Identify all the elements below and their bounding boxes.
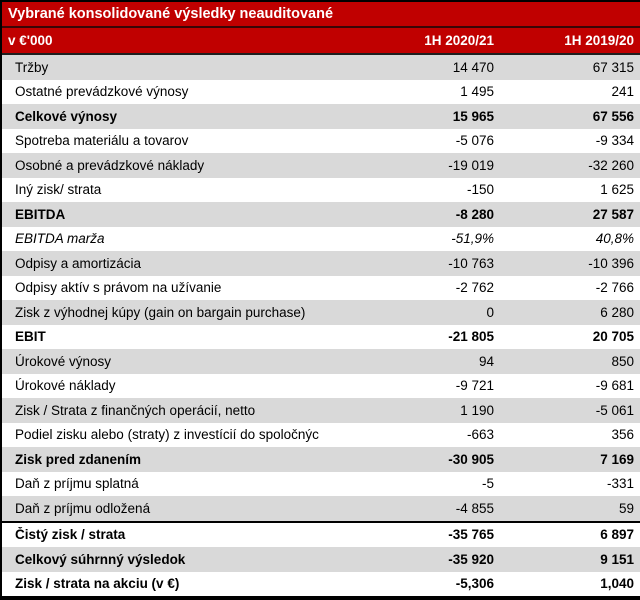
row-value-1h-2019-20: -5 061 — [595, 402, 634, 418]
row-label: Podiel zisku alebo (straty) z investícií… — [15, 427, 319, 443]
table-title-bar: Vybrané konsolidované výsledky neauditov… — [2, 2, 640, 28]
row-label: Iný zisk/ strata — [15, 182, 102, 198]
table-row: Celkový súhrnný výsledok -35 920 9 151 — [2, 547, 640, 572]
row-label: Zisk / strata na akciu (v €) — [15, 576, 180, 592]
unit-header-label: v €'000 — [8, 33, 53, 48]
row-label: Daň z príjmu splatná — [15, 476, 139, 492]
table-row: Zisk z výhodnej kúpy (gain on bargain pu… — [2, 300, 640, 325]
table-row: Odpisy aktív s právom na užívanie -2 762… — [2, 275, 640, 300]
row-value-1h-2020-21: 1 190 — [460, 402, 494, 418]
row-label: EBITDA — [15, 206, 66, 222]
row-value-1h-2019-20: 27 587 — [592, 206, 634, 222]
column-header-1h-2020-21: 1H 2020/21 — [424, 33, 494, 48]
row-value-1h-2019-20: 67 556 — [592, 108, 634, 124]
row-value-1h-2020-21: 94 — [478, 353, 494, 369]
row-value-1h-2019-20: 40,8% — [595, 231, 634, 247]
row-value-1h-2019-20: -10 396 — [588, 255, 634, 271]
row-value-1h-2020-21: 14 470 — [452, 59, 494, 75]
table-row: Čistý zisk / strata -35 765 6 897 — [2, 520, 640, 547]
row-value-1h-2020-21: -35 765 — [448, 527, 494, 543]
row-value-1h-2019-20: 67 315 — [592, 59, 634, 75]
row-label: EBIT — [15, 329, 46, 345]
row-value-1h-2020-21: -30 905 — [448, 451, 494, 467]
table-row: Daň z príjmu odložená -4 855 59 — [2, 496, 640, 521]
row-value-1h-2020-21: -51,9% — [451, 231, 494, 247]
row-value-1h-2019-20: 850 — [611, 353, 634, 369]
table-row: Celkové výnosy 15 965 67 556 — [2, 104, 640, 129]
table-row: Spotreba materiálu a tovarov -5 076 -9 3… — [2, 128, 640, 153]
row-label: Úrokové náklady — [15, 378, 116, 394]
row-value-1h-2020-21: -4 855 — [455, 500, 494, 516]
row-value-1h-2019-20: 1 625 — [600, 182, 634, 198]
row-label: Celkový súhrnný výsledok — [15, 551, 186, 567]
row-label: Spotreba materiálu a tovarov — [15, 133, 189, 149]
table-row: Osobné a prevádzkové náklady -19 019 -32… — [2, 153, 640, 178]
row-value-1h-2020-21: -663 — [466, 427, 494, 443]
table-row: Daň z príjmu splatná -5 -331 — [2, 471, 640, 496]
row-value-1h-2020-21: -9 721 — [455, 378, 494, 394]
column-header-1h-2019-20: 1H 2019/20 — [564, 33, 634, 48]
table-body: Tržby 14 470 67 315 Ostatné prevádzkové … — [2, 55, 640, 596]
row-label: Daň z príjmu odložená — [15, 500, 151, 516]
row-value-1h-2019-20: -2 766 — [595, 280, 634, 296]
row-value-1h-2020-21: -35 920 — [448, 551, 494, 567]
row-value-1h-2020-21: 15 965 — [452, 108, 494, 124]
row-value-1h-2020-21: 0 — [486, 304, 494, 320]
row-label: Zisk z výhodnej kúpy (gain on bargain pu… — [15, 304, 306, 320]
row-label: Čistý zisk / strata — [15, 527, 126, 543]
table-title: Vybrané konsolidované výsledky neauditov… — [8, 6, 334, 22]
table-column-header-row: v €'000 1H 2020/21 1H 2019/20 — [2, 28, 640, 55]
row-value-1h-2019-20: -9 334 — [595, 133, 634, 149]
row-label: Celkové výnosy — [15, 108, 118, 124]
row-value-1h-2019-20: 356 — [611, 427, 634, 443]
row-value-1h-2019-20: -331 — [606, 476, 634, 492]
row-value-1h-2020-21: -2 762 — [455, 280, 494, 296]
table-row: Zisk pred zdanením -30 905 7 169 — [2, 447, 640, 472]
row-value-1h-2020-21: -5 — [481, 476, 494, 492]
table-row: Zisk / strata na akciu (v €) -5,306 1,04… — [2, 571, 640, 596]
row-value-1h-2020-21: -19 019 — [448, 157, 494, 173]
table-row: Zisk / Strata z finančných operácií, net… — [2, 398, 640, 423]
table-row: Tržby 14 470 67 315 — [2, 55, 640, 80]
table-row: EBITDA -8 280 27 587 — [2, 202, 640, 227]
row-value-1h-2020-21: -10 763 — [448, 255, 494, 271]
table-row: Odpisy a amortizácia -10 763 -10 396 — [2, 251, 640, 276]
row-value-1h-2019-20: 1,040 — [600, 576, 634, 592]
row-label: Tržby — [15, 59, 49, 75]
row-value-1h-2020-21: -150 — [466, 182, 494, 198]
row-label: Odpisy aktív s právom na užívanie — [15, 280, 222, 296]
row-label: Odpisy a amortizácia — [15, 255, 142, 271]
row-value-1h-2019-20: 6 280 — [600, 304, 634, 320]
row-value-1h-2019-20: 241 — [611, 84, 634, 100]
table-row: Úrokové náklady -9 721 -9 681 — [2, 373, 640, 398]
row-value-1h-2019-20: 7 169 — [600, 451, 634, 467]
row-label: Ostatné prevádzkové výnosy — [15, 84, 189, 100]
row-label: Zisk pred zdanením — [15, 451, 142, 467]
row-value-1h-2020-21: -8 280 — [455, 206, 494, 222]
row-value-1h-2019-20: -32 260 — [588, 157, 634, 173]
table-row: Podiel zisku alebo (straty) z investícií… — [2, 422, 640, 447]
row-value-1h-2020-21: -21 805 — [448, 329, 494, 345]
row-value-1h-2019-20: 59 — [618, 500, 634, 516]
row-value-1h-2020-21: -5,306 — [455, 576, 494, 592]
row-value-1h-2019-20: 9 151 — [600, 551, 634, 567]
table-row: EBITDA marža -51,9% 40,8% — [2, 226, 640, 251]
row-label: EBITDA marža — [15, 231, 105, 247]
row-label: Úrokové výnosy — [15, 353, 112, 369]
row-label: Zisk / Strata z finančných operácií, net… — [15, 402, 256, 418]
row-value-1h-2019-20: 20 705 — [592, 329, 634, 345]
row-label: Osobné a prevádzkové náklady — [15, 157, 205, 173]
table-row: Ostatné prevádzkové výnosy 1 495 241 — [2, 79, 640, 104]
row-value-1h-2019-20: 6 897 — [600, 527, 634, 543]
table-row: Úrokové výnosy 94 850 — [2, 349, 640, 374]
row-value-1h-2019-20: -9 681 — [595, 378, 634, 394]
table-row: Iný zisk/ strata -150 1 625 — [2, 177, 640, 202]
row-value-1h-2020-21: 1 495 — [460, 84, 494, 100]
table-row: EBIT -21 805 20 705 — [2, 324, 640, 349]
row-value-1h-2020-21: -5 076 — [455, 133, 494, 149]
